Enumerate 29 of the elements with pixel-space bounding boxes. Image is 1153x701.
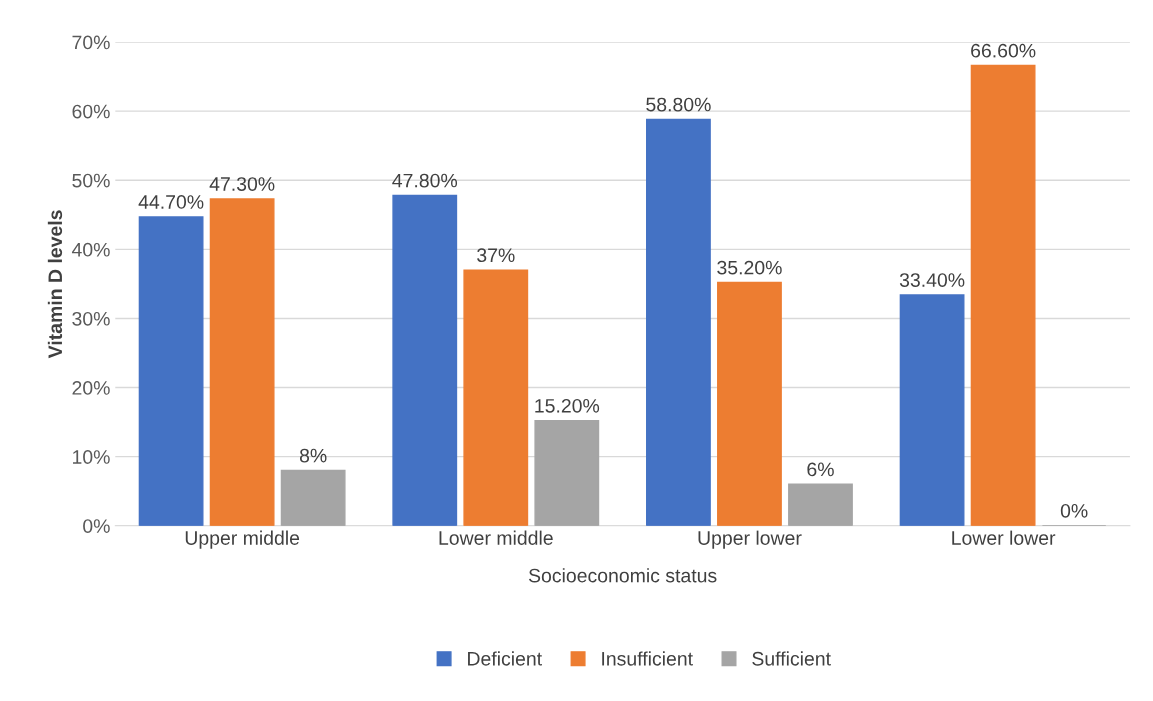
- legend-label: Deficient: [468, 651, 542, 666]
- x-tick-label: Lower lower: [952, 530, 1056, 545]
- data-label: 47.30%: [209, 177, 275, 191]
- data-label: 8%: [299, 448, 327, 463]
- y-tick-label: 40%: [71, 242, 110, 257]
- legend-label: Insufficient: [602, 651, 693, 666]
- data-label: 44.70%: [138, 195, 204, 209]
- y-tick-label: 30%: [72, 311, 110, 326]
- data-label: 66.60%: [971, 43, 1036, 58]
- data-label: 6%: [807, 462, 834, 477]
- data-label: 15.20%: [535, 398, 600, 413]
- x-axis-title: Socioeconomic status: [528, 568, 717, 583]
- x-tick-label: Lower middle: [439, 530, 553, 545]
- y-tick-label: 50%: [72, 173, 110, 188]
- y-tick-label: 60%: [72, 104, 110, 119]
- y-tick-label: 0%: [83, 519, 110, 533]
- y-tick-label: 10%: [73, 450, 110, 464]
- legend-label: Sufficient: [752, 651, 831, 666]
- data-label: 33.40%: [899, 273, 965, 287]
- y-tick-label: 20%: [72, 381, 110, 395]
- data-label: 0%: [1060, 503, 1088, 518]
- x-tick-label: Upper middle: [185, 530, 300, 549]
- x-tick-label: Upper lower: [698, 530, 802, 549]
- data-label: 37%: [477, 248, 515, 263]
- y-tick-label: 70%: [72, 35, 110, 50]
- data-label: 58.80%: [646, 97, 711, 112]
- y-axis-title: Vitamin D levels: [47, 210, 63, 359]
- data-label: 35.20%: [717, 260, 782, 275]
- data-label: 47.80%: [392, 173, 458, 188]
